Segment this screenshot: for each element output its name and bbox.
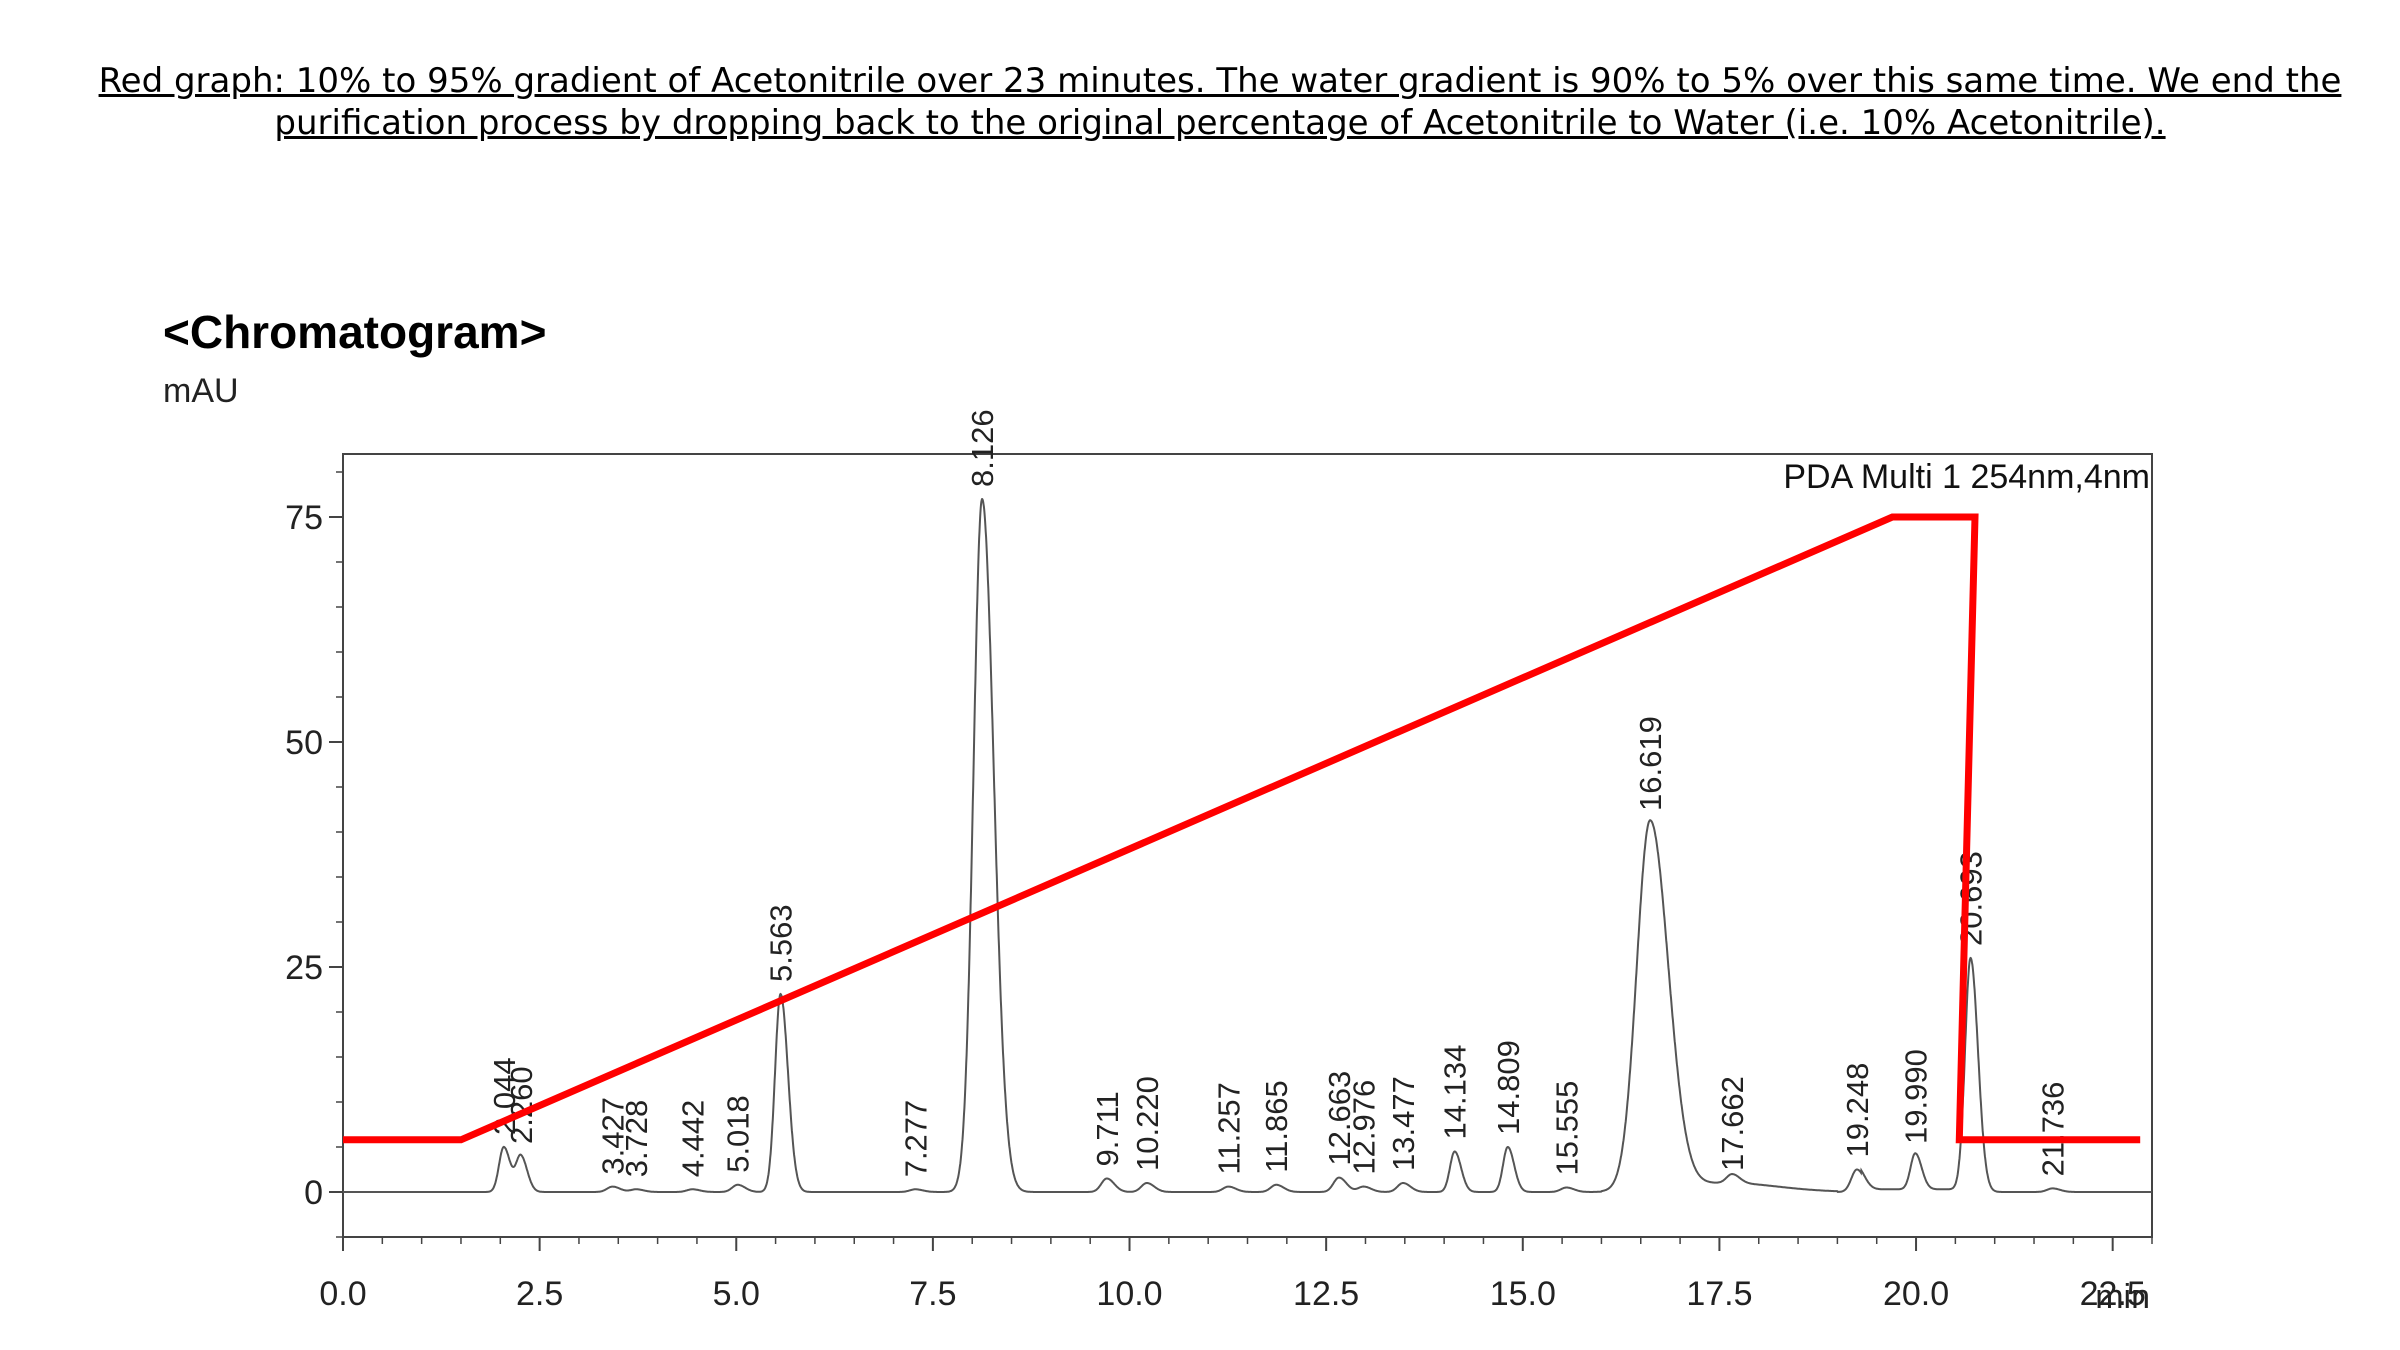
x-tick-label: 2.5: [516, 1275, 563, 1313]
y-axis-label: mAU: [163, 372, 239, 410]
x-tick-label: 12.5: [1293, 1275, 1359, 1313]
chromatogram-trace: [343, 498, 2152, 1193]
x-axis-label: min: [2095, 1278, 2150, 1316]
peak-label: 14.134: [1438, 1045, 1473, 1140]
peak-label: 15.555: [1549, 1081, 1584, 1176]
peak-label: 19.990: [1898, 1049, 1933, 1144]
peak-label: 14.809: [1491, 1040, 1526, 1135]
peak-label: 8.126: [965, 409, 1000, 487]
peak-label: 11.257: [1211, 1082, 1246, 1175]
caption: Red graph: 10% to 95% gradient of Aceton…: [40, 60, 2400, 144]
peak-label: 12.663: [1322, 1071, 1357, 1166]
y-tick-label: 75: [285, 499, 323, 537]
peak-label: 19.248: [1840, 1063, 1875, 1158]
peak-label: 9.711: [1090, 1091, 1125, 1166]
peak-label: 20.693: [1954, 851, 1989, 946]
peak-label: 4.442: [675, 1100, 710, 1178]
peak-label: 3.728: [619, 1100, 654, 1178]
gradient-line: [343, 513, 2141, 1144]
chart-title: <Chromatogram>: [163, 306, 547, 358]
peak-label: 5.018: [721, 1095, 756, 1173]
x-tick-label: 17.5: [1686, 1275, 1752, 1313]
peak-label: 7.277: [898, 1100, 933, 1178]
caption-line-1: Red graph: 10% to 95% gradient of Aceton…: [98, 61, 2342, 101]
y-tick-label: 25: [285, 949, 323, 987]
x-tick-label: 7.5: [909, 1275, 956, 1313]
x-tick-label: 5.0: [713, 1275, 760, 1313]
caption-line-2: purification process by dropping back to…: [274, 103, 2166, 143]
peak-label: 17.662: [1715, 1076, 1750, 1171]
x-tick-label: 0.0: [319, 1275, 366, 1313]
peak-label: 13.477: [1386, 1076, 1421, 1171]
y-tick-label: 0: [304, 1174, 323, 1212]
x-tick-label: 22.5: [2080, 1275, 2146, 1313]
y-tick-label: 50: [285, 724, 323, 762]
x-tick-label: 15.0: [1490, 1275, 1556, 1313]
legend-label: PDA Multi 1 254nm,4nm: [1783, 458, 2150, 496]
x-tick-label: 10.0: [1096, 1275, 1162, 1313]
peak-label: 5.563: [764, 904, 799, 982]
peak-label: 10.220: [1130, 1076, 1165, 1171]
peak-label: 12.976: [1347, 1080, 1382, 1175]
x-tick-label: 20.0: [1883, 1275, 1949, 1313]
peak-label: 3.427: [596, 1097, 631, 1175]
peak-label: 21.736: [2036, 1082, 2071, 1177]
peak-label: 11.865: [1259, 1080, 1294, 1173]
peak-label: 16.619: [1633, 716, 1668, 811]
